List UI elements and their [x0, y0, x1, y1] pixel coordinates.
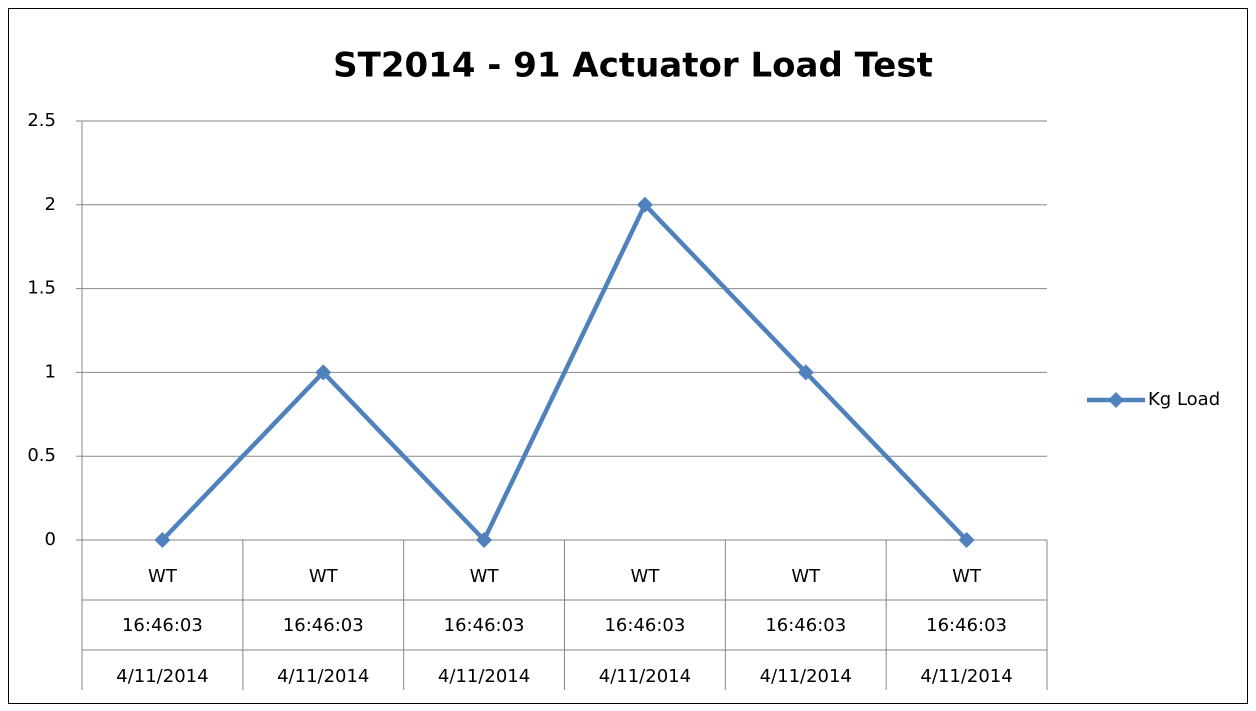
x-tick-label: WT	[470, 566, 500, 587]
x-tick-label: WT	[952, 566, 982, 587]
data-point	[958, 532, 975, 548]
y-tick-label: 0	[45, 529, 56, 550]
legend-marker	[1108, 392, 1124, 408]
x-tick-label: WT	[631, 566, 661, 587]
chart-title: ST2014 - 91 Actuator Load Test	[333, 46, 933, 86]
x-tick-label: 16:46:03	[926, 615, 1007, 636]
x-tick-label: 4/11/2014	[599, 666, 691, 687]
data-point	[636, 196, 653, 213]
y-tick-label: 2	[45, 194, 56, 215]
x-tick-label: 4/11/2014	[760, 666, 852, 687]
chart-border	[8, 8, 1248, 704]
x-tick-label: 4/11/2014	[277, 666, 369, 687]
legend-label: Kg Load	[1148, 389, 1220, 410]
x-tick-label: 16:46:03	[444, 615, 525, 636]
x-tick-label: WT	[791, 566, 821, 587]
data-point	[476, 532, 493, 548]
y-tick-label: 1.5	[27, 278, 56, 299]
x-tick-label: 16:46:03	[122, 615, 203, 636]
y-tick-label: 2.5	[27, 110, 56, 131]
x-tick-label: 16:46:03	[604, 615, 685, 636]
x-tick-label: 16:46:03	[283, 615, 364, 636]
y-tick-label: 0.5	[27, 445, 56, 466]
x-tick-label: 4/11/2014	[438, 666, 530, 687]
x-tick-label: 16:46:03	[765, 615, 846, 636]
x-tick-label: WT	[148, 566, 178, 587]
x-tick-label: 4/11/2014	[116, 666, 208, 687]
data-point	[154, 532, 171, 548]
series-line	[160, 202, 969, 543]
y-tick-label: 1	[45, 361, 56, 382]
x-tick-label: WT	[309, 566, 339, 587]
x-tick-label: 4/11/2014	[920, 666, 1012, 687]
data-point	[315, 364, 332, 381]
data-point	[797, 364, 814, 381]
